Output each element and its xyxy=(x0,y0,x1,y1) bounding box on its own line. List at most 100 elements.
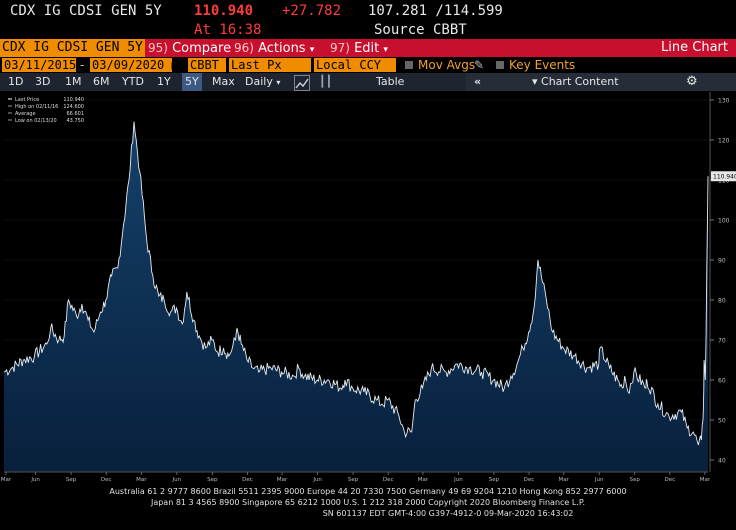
period-5y[interactable]: 5Y xyxy=(182,73,202,91)
x-tick-label: Jun xyxy=(453,477,463,483)
chart-content-button[interactable]: ▾ Chart Content xyxy=(532,73,619,91)
collapse-icon[interactable]: « xyxy=(474,75,482,88)
x-tick-label: Sep xyxy=(207,477,218,483)
price-chart[interactable]: Last Price 110.940 High on 02/11/16 124.600… xyxy=(0,91,736,484)
function-toolbar: CDX IG CDSI GEN 5Y 95) Compare 96) Actio… xyxy=(0,39,736,57)
chart-content-label: Chart Content xyxy=(541,75,619,88)
x-tick-label: Dec xyxy=(664,477,675,483)
quote-source: Source CBBT xyxy=(374,22,467,38)
frequency-value: Daily xyxy=(245,75,273,88)
chart-type-label[interactable]: Line Chart xyxy=(661,40,728,55)
currency-selector[interactable]: Local CCY xyxy=(314,58,396,72)
field-selector[interactable]: Last Px xyxy=(229,58,311,72)
legend-value: 110.940 xyxy=(63,97,84,103)
x-tick-label: Jun xyxy=(172,477,182,483)
footer-contacts-1: Australia 61 2 9777 8600 Brazil 5511 239… xyxy=(109,487,627,496)
end-date-value: 03/09/2020 xyxy=(92,58,165,72)
actions-number: 96) xyxy=(234,41,254,55)
security-header: CDX IG CDSI GEN 5Y 110.940 +27.782 107.2… xyxy=(0,0,736,40)
mov-avgs-checkbox[interactable] xyxy=(405,61,413,69)
x-tick-label: Sep xyxy=(348,477,359,483)
compare-number: 95) xyxy=(148,41,168,55)
legend-value: 124.600 xyxy=(63,104,84,110)
end-date-field[interactable]: 03/09/2020 ▦ xyxy=(90,58,172,72)
line-chart-icon[interactable] xyxy=(294,75,310,91)
x-tick-label: Dec xyxy=(524,477,535,483)
bar-chart-icon[interactable]: ┃┃ xyxy=(319,75,333,88)
period-6m[interactable]: 6M xyxy=(93,75,110,88)
y-tick-label: 120 xyxy=(718,138,730,145)
security-field[interactable]: CDX IG CDSI GEN 5Y xyxy=(0,39,145,57)
y-tick-label: 40 xyxy=(718,458,726,465)
edit-button[interactable]: 97) Edit ▾ xyxy=(330,39,388,57)
bid-ask-range: 107.281 /114.599 xyxy=(368,3,503,19)
legend-label: High on 02/11/16 xyxy=(15,104,58,110)
compare-button[interactable]: 95) Compare xyxy=(148,39,231,57)
key-events-checkbox[interactable] xyxy=(496,61,504,69)
x-tick-label: Sep xyxy=(66,477,77,483)
table-button[interactable]: Table xyxy=(376,75,405,88)
x-tick-label: Jun xyxy=(312,477,322,483)
y-tick-label: 130 xyxy=(718,98,730,105)
footer-session-info: SN 601137 EDT GMT-4:00 G397-4912-0 09-Ma… xyxy=(322,509,574,518)
actions-label: Actions xyxy=(258,41,306,56)
ticker-name: CDX IG CDSI GEN 5Y xyxy=(10,3,162,19)
period-1m[interactable]: 1M xyxy=(65,75,82,88)
last-value-box xyxy=(711,171,736,182)
period-row: 1D 3D 1M 6M YTD 1Y 5Y Max Daily ▾ ┃┃ Tab… xyxy=(0,73,736,91)
x-tick-label: Jun xyxy=(594,477,604,483)
legend-background xyxy=(5,94,85,126)
quote-time: At 16:38 xyxy=(194,22,262,38)
chevron-down-icon: ▾ xyxy=(532,75,538,88)
x-tick-label: Mar xyxy=(136,477,147,483)
gear-icon[interactable]: ⚙ xyxy=(686,74,698,89)
last-value-label: 110.940 xyxy=(713,174,736,181)
x-tick-label: Mar xyxy=(277,477,288,483)
y-tick-label: 70 xyxy=(718,338,726,345)
x-tick-label: Jun xyxy=(30,477,40,483)
period-ytd[interactable]: YTD xyxy=(122,75,144,88)
actions-button[interactable]: 96) Actions ▾ xyxy=(234,39,314,57)
frequency-selector[interactable]: Daily ▾ xyxy=(245,73,280,92)
start-date-field[interactable]: 03/11/2015 xyxy=(2,58,76,72)
y-tick-label: 90 xyxy=(718,258,726,265)
x-tick-label: Dec xyxy=(242,477,253,483)
footer-contacts-2: Japan 81 3 4565 8900 Singapore 65 6212 1… xyxy=(150,498,586,507)
x-tick-label: Mar xyxy=(700,477,711,483)
footer: Australia 61 2 9777 8600 Brazil 5511 239… xyxy=(0,484,736,530)
legend-label: Low on 02/13/20 xyxy=(15,118,57,124)
y-tick-label: 50 xyxy=(718,418,726,425)
last-value-marker: 110.940 xyxy=(711,171,736,182)
chevron-down-icon: ▾ xyxy=(309,45,315,55)
y-tick-label: 100 xyxy=(718,218,730,225)
last-price: 110.940 xyxy=(194,3,254,19)
period-1d[interactable]: 1D xyxy=(8,75,24,88)
chevron-down-icon: ▾ xyxy=(383,45,388,55)
chevron-down-icon: ▾ xyxy=(276,78,281,87)
series-area xyxy=(4,121,708,472)
period-1y[interactable]: 1Y xyxy=(157,75,171,88)
legend-label: Average xyxy=(15,111,36,117)
edit-label: Edit xyxy=(354,41,380,56)
x-tick-label: Sep xyxy=(630,477,641,483)
y-tick-label: 80 xyxy=(718,298,726,305)
mov-avgs-label: Mov Avgs xyxy=(418,58,476,72)
compare-label: Compare xyxy=(172,41,232,56)
source-field[interactable]: CBBT xyxy=(188,58,226,72)
x-tick-label: Mar xyxy=(1,477,12,483)
legend-value: 66.601 xyxy=(67,111,85,117)
period-max[interactable]: Max xyxy=(212,75,235,88)
legend-label: Last Price xyxy=(15,97,39,103)
chart-legend: Last Price 110.940 High on 02/11/16 124.600… xyxy=(5,94,85,126)
x-axis: Mar Jun Sep Dec Mar Jun Sep Dec Mar Jun Sep Dec Mar J… xyxy=(1,471,711,483)
legend-value: 43.750 xyxy=(67,118,85,124)
settings-row: 03/11/2015 - 03/09/2020 ▦ CBBT Last Px L… xyxy=(0,57,736,73)
chart-content-panel xyxy=(466,73,736,91)
x-tick-label: Sep xyxy=(489,477,500,483)
key-events-label: Key Events xyxy=(509,58,576,72)
calendar-icon: ▦ xyxy=(171,58,172,72)
period-3d[interactable]: 3D xyxy=(35,75,51,88)
pencil-icon[interactable]: ✎ xyxy=(474,58,485,72)
x-tick-label: Dec xyxy=(383,477,394,483)
x-tick-label: Dec xyxy=(101,477,112,483)
